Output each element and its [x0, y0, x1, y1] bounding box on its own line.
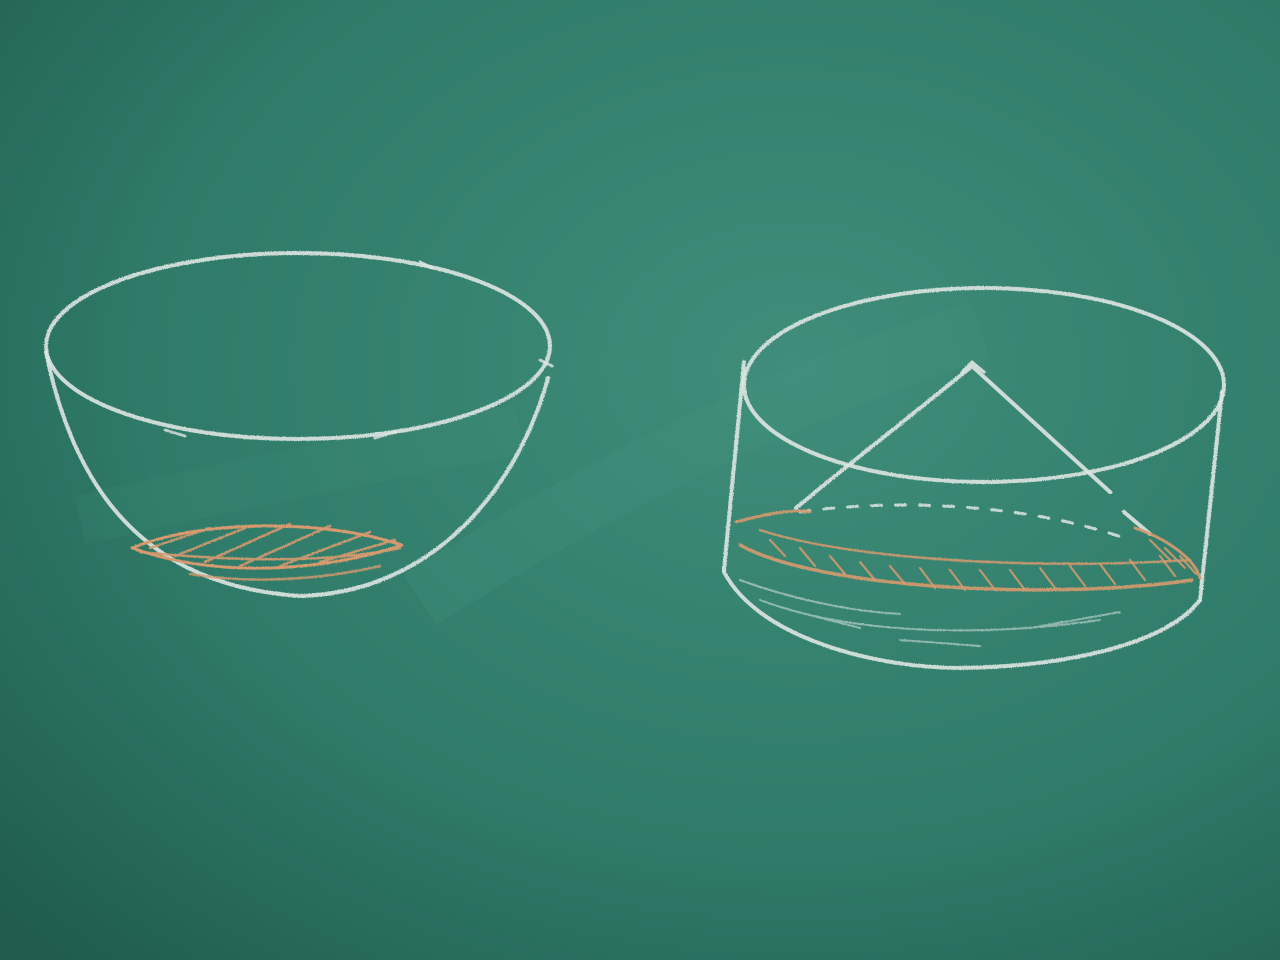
eraser-smudge — [74, 405, 525, 545]
cylinder-right-side — [1198, 390, 1224, 602]
hemispherical-bowl-drawing — [44, 251, 554, 598]
bowl-body-curve — [44, 350, 550, 598]
cylinder-left-side — [722, 360, 746, 572]
bowl-tick-mark — [163, 260, 554, 440]
bowl-rim-ellipse — [44, 251, 552, 441]
cylinder-top-ellipse — [742, 286, 1226, 484]
cone-base-dashed-line — [798, 503, 1132, 542]
bowl-liquid-hatching — [130, 522, 404, 581]
cylinder-bottom-curve — [722, 570, 1202, 670]
eraser-smudge — [403, 301, 990, 626]
cylinder-with-cone-drawing — [722, 286, 1226, 670]
cone-right-edge — [970, 364, 1152, 536]
cone-apex-mark — [960, 360, 986, 374]
cylinder-liquid-hatching — [734, 509, 1202, 647]
cone-left-edge — [794, 366, 972, 510]
